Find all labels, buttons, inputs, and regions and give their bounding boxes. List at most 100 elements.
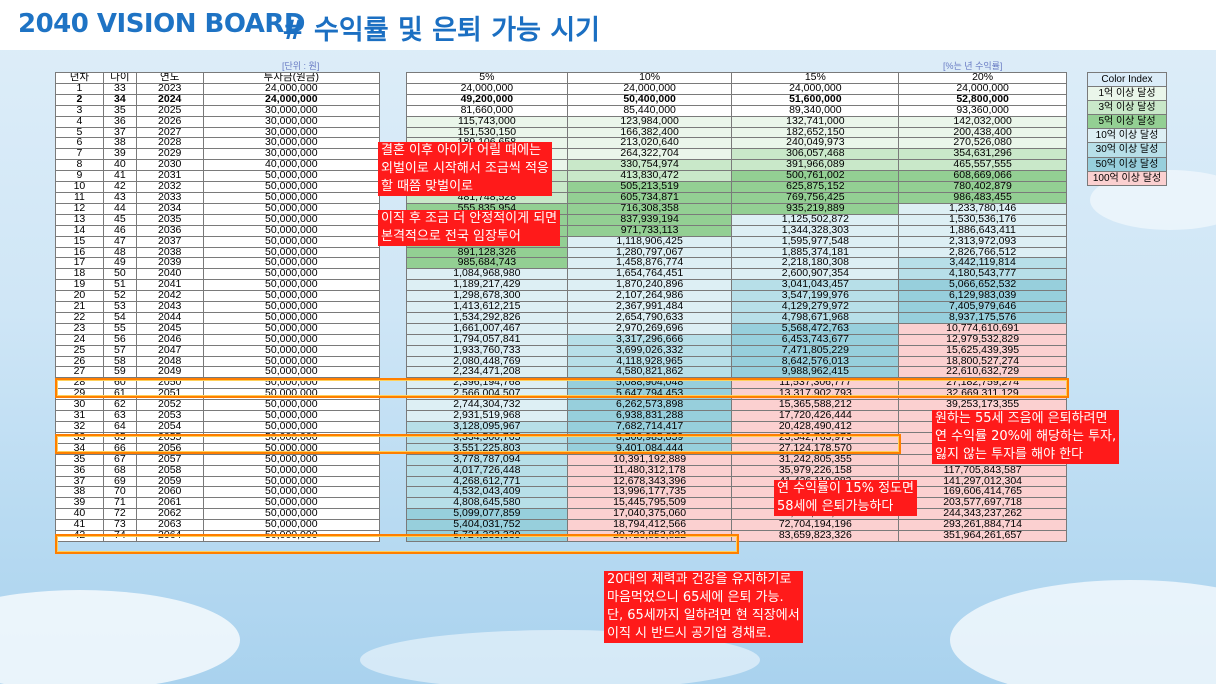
table-cell: 30,000,000	[202, 126, 381, 139]
table-cell: 9,988,962,415	[731, 366, 900, 379]
table-row: 1,189,217,429 1,870,240,896 3,041,043,457 5…	[406, 279, 1067, 292]
table-cell: 41	[55, 519, 104, 532]
table-cell: 117,705,843,587	[898, 464, 1067, 477]
table-cell: 2058	[135, 464, 204, 477]
table-cell: 42	[102, 181, 137, 193]
table-row: 115,743,000 123,984,000 132,741,000 142,032…	[406, 115, 1067, 128]
table-cell: 1,933,760,733	[406, 344, 568, 357]
table-cell: 4,118,928,965	[566, 355, 733, 368]
table-cell: 2051	[135, 388, 204, 401]
table-cell: 30,000,000	[202, 104, 381, 117]
table-cell: 32	[55, 421, 104, 433]
rate-unit-note: [%는 년 수익률]	[943, 61, 1003, 71]
table-cell: 40,000,000	[202, 159, 381, 172]
table-cell: 1,886,643,411	[898, 224, 1067, 237]
annotation-line: 연 수익률 20%에 해당하는 투자,	[935, 429, 1117, 444]
table-row: 4,017,726,448 11,480,312,178 35,979,226,15…	[406, 464, 1067, 477]
table-cell: 50,000,000	[202, 181, 381, 193]
table-cell: 19	[55, 279, 104, 292]
table-row: 25 57 2047 50,000,000	[55, 344, 381, 357]
table-cell: 182,652,150	[731, 126, 900, 139]
table-cell: 2055	[135, 431, 204, 444]
table-cell: 85,440,000	[566, 104, 733, 117]
annotation-marriage: 결혼 이후 아이가 어릴 때에는 외벌이로 시작해서 조금씩 적응 할 때쯤 맞…	[378, 142, 552, 196]
table-cell: 69	[102, 475, 137, 488]
table-cell: 46	[102, 224, 137, 237]
table-cell: 17,040,375,060	[566, 508, 733, 521]
table-row: 22 54 2044 50,000,000	[55, 311, 381, 324]
table-cell: 3	[55, 104, 104, 117]
table-row: 2,234,471,208 4,580,821,862 9,988,962,415 2…	[406, 366, 1067, 379]
table-cell: 4,798,671,968	[731, 311, 900, 324]
table-cell: 50,000,000	[202, 377, 381, 390]
table-row: 2,080,448,769 4,118,928,965 8,642,576,013 1…	[406, 355, 1067, 368]
table-cell: 2042	[135, 290, 204, 303]
table-cell: 50,000,000	[202, 421, 381, 433]
table-cell: 7,682,714,417	[566, 421, 733, 433]
table-cell: 81,660,000	[406, 104, 568, 117]
table-cell: 2041	[135, 279, 204, 292]
table-cell: 2,566,004,507	[406, 388, 568, 401]
annotation-line: 본격적으로 전국 임장투어	[381, 229, 521, 244]
table-row: 11 43 2033 50,000,000	[55, 191, 381, 204]
table-cell: 2023	[135, 82, 204, 95]
table-cell: 891,128,326	[406, 246, 568, 259]
legend-item: 3억 이상 달성	[1087, 101, 1167, 116]
table-cell: 1,233,780,146	[898, 202, 1067, 215]
table-cell: 41	[102, 170, 137, 183]
annotation-line: 단, 65세까지 일하려면 현 직장에서	[607, 608, 800, 623]
table-cell: 50,000,000	[202, 191, 381, 204]
table-cell: 50,000,000	[202, 442, 381, 455]
table-cell: 8,500,985,859	[566, 431, 733, 444]
investment-table: 년차 나이 연도 투자금(원금) 1 33 2023 24,000,000 2 34 202…	[55, 72, 381, 542]
table-row: 30 62 2052 50,000,000	[55, 399, 381, 412]
table-cell: 25	[55, 344, 104, 357]
table-row: 555,835,954 716,308,358 935,219,889 1,233,7…	[406, 202, 1067, 215]
table-cell: 50,000,000	[202, 366, 381, 379]
table-row: 28 60 2050 50,000,000	[55, 377, 381, 390]
table-cell: 50,000,000	[202, 311, 381, 324]
table-cell: 625,875,152	[731, 181, 900, 193]
table-cell: 1,084,968,980	[406, 268, 568, 281]
table-cell: 73	[102, 519, 137, 532]
col-header-rate-20: 20%	[898, 72, 1067, 84]
table-cell: 2057	[135, 453, 204, 466]
table-row: 481,748,528 605,734,871 769,756,425 986,483…	[406, 191, 1067, 204]
table-cell: 50,000,000	[202, 399, 381, 412]
table-cell: 169,606,414,765	[898, 486, 1067, 499]
table-cell: 57	[102, 344, 137, 357]
table-row: 35 67 2057 50,000,000	[55, 453, 381, 466]
table-cell: 6,938,831,288	[566, 410, 733, 422]
table-cell: 11	[55, 191, 104, 204]
table-row: 5,724,233,339 20,723,853,822 83,659,823,32…	[406, 530, 1067, 542]
table-cell: 5,088,904,048	[566, 377, 733, 390]
table-row: 37 69 2059 50,000,000	[55, 475, 381, 488]
table-cell: 141,297,012,304	[898, 475, 1067, 488]
table-row: 31 63 2053 50,000,000	[55, 410, 381, 422]
table-cell: 2044	[135, 311, 204, 324]
annotation-line: 결혼 이후 아이가 어릴 때에는	[381, 143, 542, 158]
table-cell: 330,754,974	[566, 159, 733, 172]
table-cell: 50,000,000	[202, 202, 381, 215]
table-cell: 2031	[135, 170, 204, 183]
table-row: 42 74 2064 50,000,000	[55, 530, 381, 542]
table-cell: 2,367,991,484	[566, 301, 733, 313]
table-cell: 23	[55, 322, 104, 335]
annotation-retire-55: 원하는 55세 즈음에 은퇴하려면 연 수익률 20%에 해당하는 투자, 잃지…	[932, 410, 1120, 464]
table-cell: 50,000,000	[202, 322, 381, 335]
table-cell: 8,937,175,576	[898, 311, 1067, 324]
table-cell: 50,000,000	[202, 279, 381, 292]
table-row: 891,128,326 1,280,797,067 1,885,374,181 2,8…	[406, 246, 1067, 259]
annotation-line: 20대의 체력과 건강을 유지하기로	[607, 572, 792, 587]
table-row: 5,099,077,85917,040,375,06063,177,560,17…	[406, 508, 1067, 521]
table-cell: 2032	[135, 181, 204, 193]
annotation-line: 외벌이로 시작해서 조금씩 적응	[381, 161, 549, 176]
table-cell: 22	[55, 311, 104, 324]
table-cell: 15,625,439,395	[898, 344, 1067, 357]
table-cell: 2,654,790,633	[566, 311, 733, 324]
table-cell: 50,000,000	[202, 388, 381, 401]
table-cell: 5,066,652,532	[898, 279, 1067, 292]
table-row: 4,532,043,40913,996,177,73547,690,026,59…	[406, 486, 1067, 499]
table-cell: 354,631,296	[898, 148, 1067, 161]
table-cell: 5	[55, 126, 104, 139]
